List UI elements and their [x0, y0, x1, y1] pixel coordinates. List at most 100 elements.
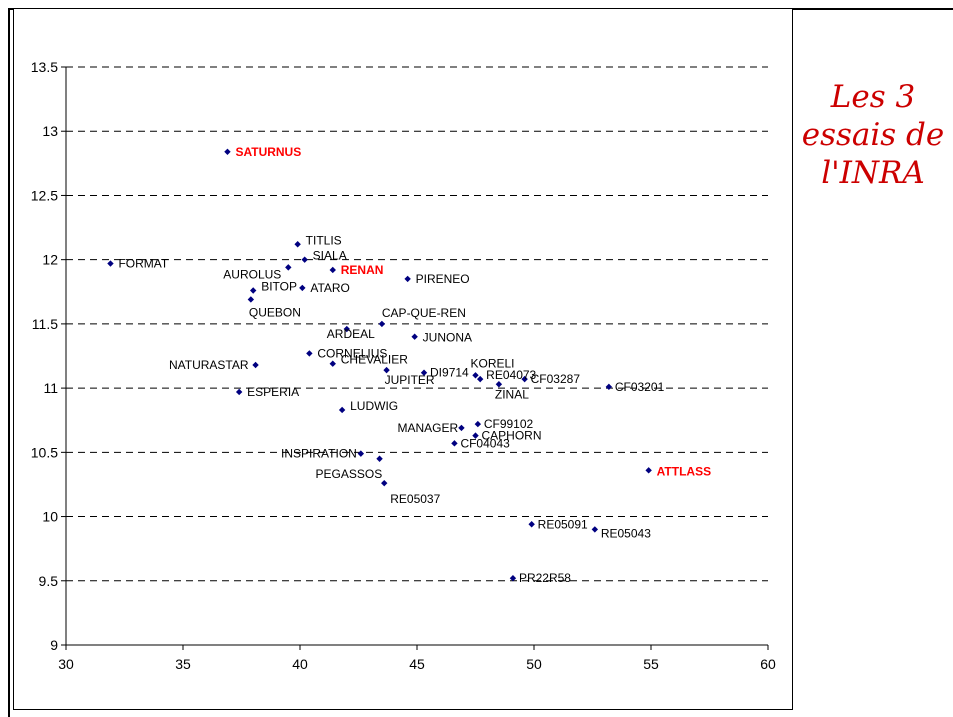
point-label: RE04073: [486, 368, 536, 382]
data-point: [294, 241, 301, 248]
x-tick-label: 60: [760, 656, 776, 672]
point-label: TITLIS: [306, 233, 342, 247]
point-label: PR22R58: [519, 571, 571, 585]
point-label: JUNONA: [423, 331, 472, 345]
data-point: [476, 375, 484, 383]
data-point: [645, 467, 652, 474]
data-point: [472, 432, 479, 439]
point-label: RE05091: [538, 517, 588, 531]
data-point: [605, 383, 613, 391]
point-labels: SATURNUS TITLIS SIALA FORMAT AUROLUS RENAN PIR…: [118, 145, 711, 585]
data-point: [495, 381, 503, 388]
point-label: KORELI: [471, 356, 515, 370]
data-point: [404, 275, 411, 283]
data-point: [299, 284, 306, 292]
x-tick-label: 40: [292, 656, 308, 672]
side-title-line-2: essais de: [801, 117, 945, 154]
point-label: LUDWIG: [350, 399, 398, 413]
tick-labels: 9 9.5 10 10.5 11 11.5 12 12.5 13 13.5 30 35 40 45 50 55…: [31, 59, 776, 672]
point-label: PEGASSOS: [316, 467, 383, 481]
point-label: FORMAT: [118, 257, 168, 271]
point-label: NATURASTAR: [169, 358, 249, 372]
data-point: [343, 325, 350, 333]
point-label: CF03201: [615, 380, 665, 394]
point-label: SATURNUS: [235, 145, 301, 159]
data-point: [451, 440, 458, 447]
data-point: [224, 148, 231, 155]
y-tick-label: 13: [42, 123, 58, 139]
data-point: [107, 260, 114, 267]
data-point: [329, 360, 336, 367]
data-point: [383, 366, 390, 374]
point-label: SIALA: [313, 249, 347, 263]
point-label: ATTLASS: [657, 464, 711, 478]
data-point: [306, 350, 313, 357]
data-point: [528, 521, 535, 528]
point-label: QUEBON: [249, 305, 301, 319]
data-point: [381, 479, 388, 487]
grid-lines: [66, 66, 768, 582]
data-point: [247, 296, 255, 303]
data-points: [107, 148, 652, 582]
data-point: [329, 266, 336, 274]
data-point: [250, 287, 257, 294]
y-tick-label: 12.5: [31, 187, 58, 203]
point-label: CAP-QUE-REN: [382, 306, 466, 320]
y-tick-label: 12: [42, 252, 58, 268]
data-point: [509, 575, 517, 582]
data-point: [338, 406, 346, 414]
point-label: ATARO: [310, 281, 350, 295]
side-title-line-1: Les 3: [830, 79, 916, 115]
y-tick-label: 11: [43, 380, 58, 396]
point-label: INSPIRATION: [281, 447, 357, 461]
data-point: [357, 450, 365, 457]
y-tick-label: 10: [42, 509, 58, 525]
point-label: CF99102: [484, 417, 534, 431]
data-point: [420, 369, 428, 376]
axes: [61, 66, 769, 650]
point-label: CHEVALIER: [341, 353, 408, 367]
point-label: CORNELIUS: [317, 346, 387, 360]
point-label: CAPHORN: [482, 429, 542, 443]
x-tick-label: 35: [175, 656, 191, 672]
y-tick-label: 11.5: [32, 316, 58, 332]
point-label: DI9714: [430, 366, 469, 380]
x-tick-label: 50: [526, 656, 542, 672]
chart-area: [13, 8, 793, 710]
data-point: [378, 320, 386, 328]
point-label: RENAN: [341, 263, 384, 277]
x-tick-label: 45: [409, 656, 425, 672]
side-title: Les 3 essais de l'INRA: [793, 78, 953, 192]
point-label: CF03287: [531, 372, 581, 386]
point-label: ZINAL: [495, 387, 529, 401]
y-tick-label: 9: [50, 637, 58, 653]
data-point: [521, 375, 528, 383]
point-label: ESPERIA: [247, 385, 299, 399]
point-label: BITOP: [261, 279, 297, 293]
point-label: ARDEAL: [327, 327, 375, 341]
y-tick-label: 10.5: [31, 444, 58, 460]
side-title-line-3: l'INRA: [821, 155, 925, 192]
data-point: [301, 256, 308, 263]
y-tick-label: 13.5: [31, 59, 58, 75]
data-point: [376, 455, 383, 462]
point-label: MANAGER: [397, 421, 458, 435]
data-point: [411, 333, 418, 340]
data-point: [474, 420, 482, 428]
data-point: [252, 361, 259, 369]
data-point: [591, 526, 599, 533]
point-label: AUROLUS: [223, 267, 281, 281]
data-point: [285, 264, 292, 271]
y-tick-label: 9.5: [39, 573, 59, 589]
point-label: JUPITER: [385, 373, 435, 387]
point-label: CF04043: [460, 436, 510, 450]
point-label: RE05037: [390, 492, 440, 506]
data-point: [458, 424, 465, 432]
data-point: [472, 372, 479, 379]
x-tick-label: 55: [643, 656, 659, 672]
point-label: RE05043: [601, 526, 651, 540]
data-point: [235, 388, 243, 396]
x-tick-label: 30: [58, 656, 74, 672]
point-label: PIRENEO: [416, 272, 470, 286]
